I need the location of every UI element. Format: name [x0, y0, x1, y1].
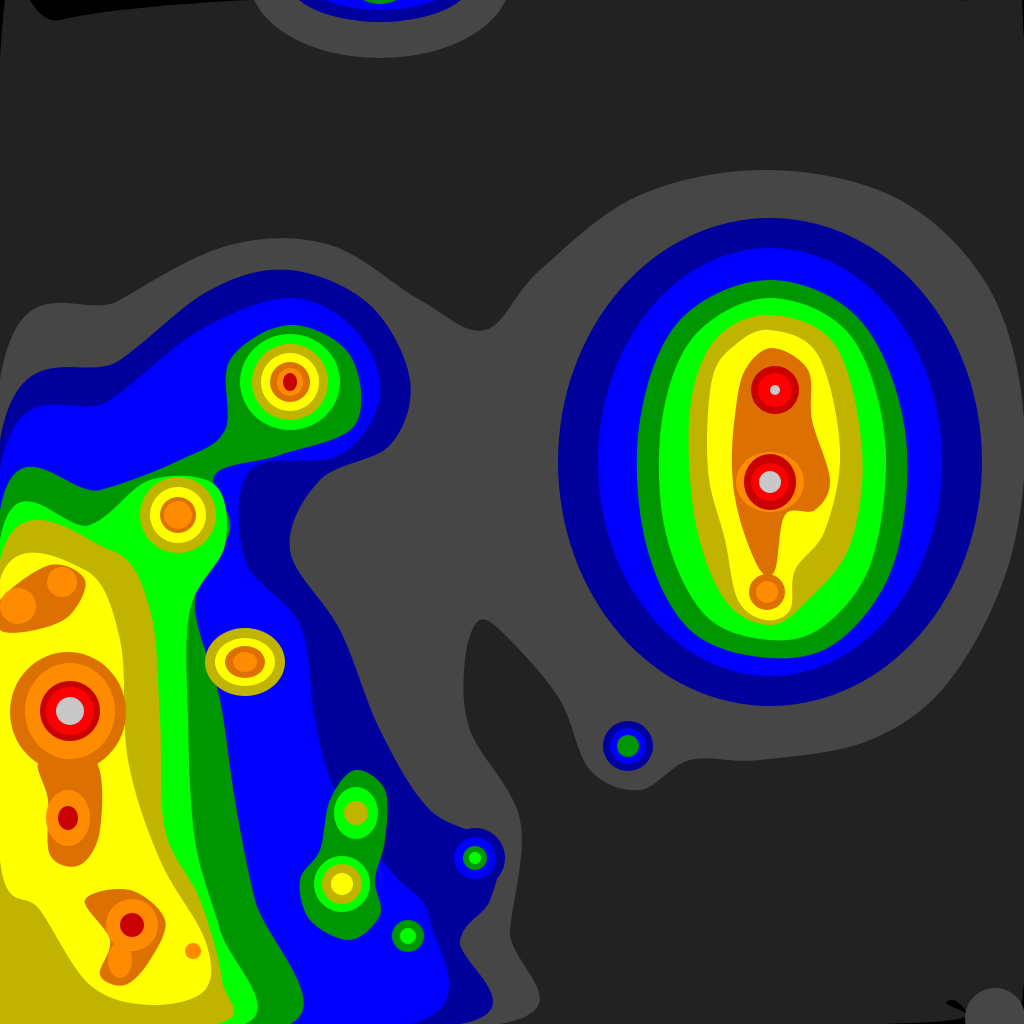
ring — [400, 928, 416, 944]
ring — [759, 471, 781, 493]
ring — [56, 697, 84, 725]
ring — [363, 0, 397, 4]
ring — [164, 501, 192, 529]
ring — [283, 373, 297, 391]
ring — [58, 806, 78, 830]
r-orange — [756, 581, 778, 603]
ring — [120, 913, 144, 937]
ring — [299, 0, 461, 22]
l-orange — [47, 567, 77, 597]
l-orange — [0, 588, 36, 624]
ring — [469, 852, 481, 864]
ring — [324, 0, 436, 10]
l-orange — [185, 943, 201, 959]
ring — [617, 735, 639, 757]
l-orange — [108, 942, 132, 978]
spot — [965, 988, 1024, 1024]
ring — [254, 0, 506, 58]
ring — [344, 801, 368, 825]
ring — [331, 873, 353, 895]
ring — [770, 385, 780, 395]
ring — [233, 652, 257, 672]
